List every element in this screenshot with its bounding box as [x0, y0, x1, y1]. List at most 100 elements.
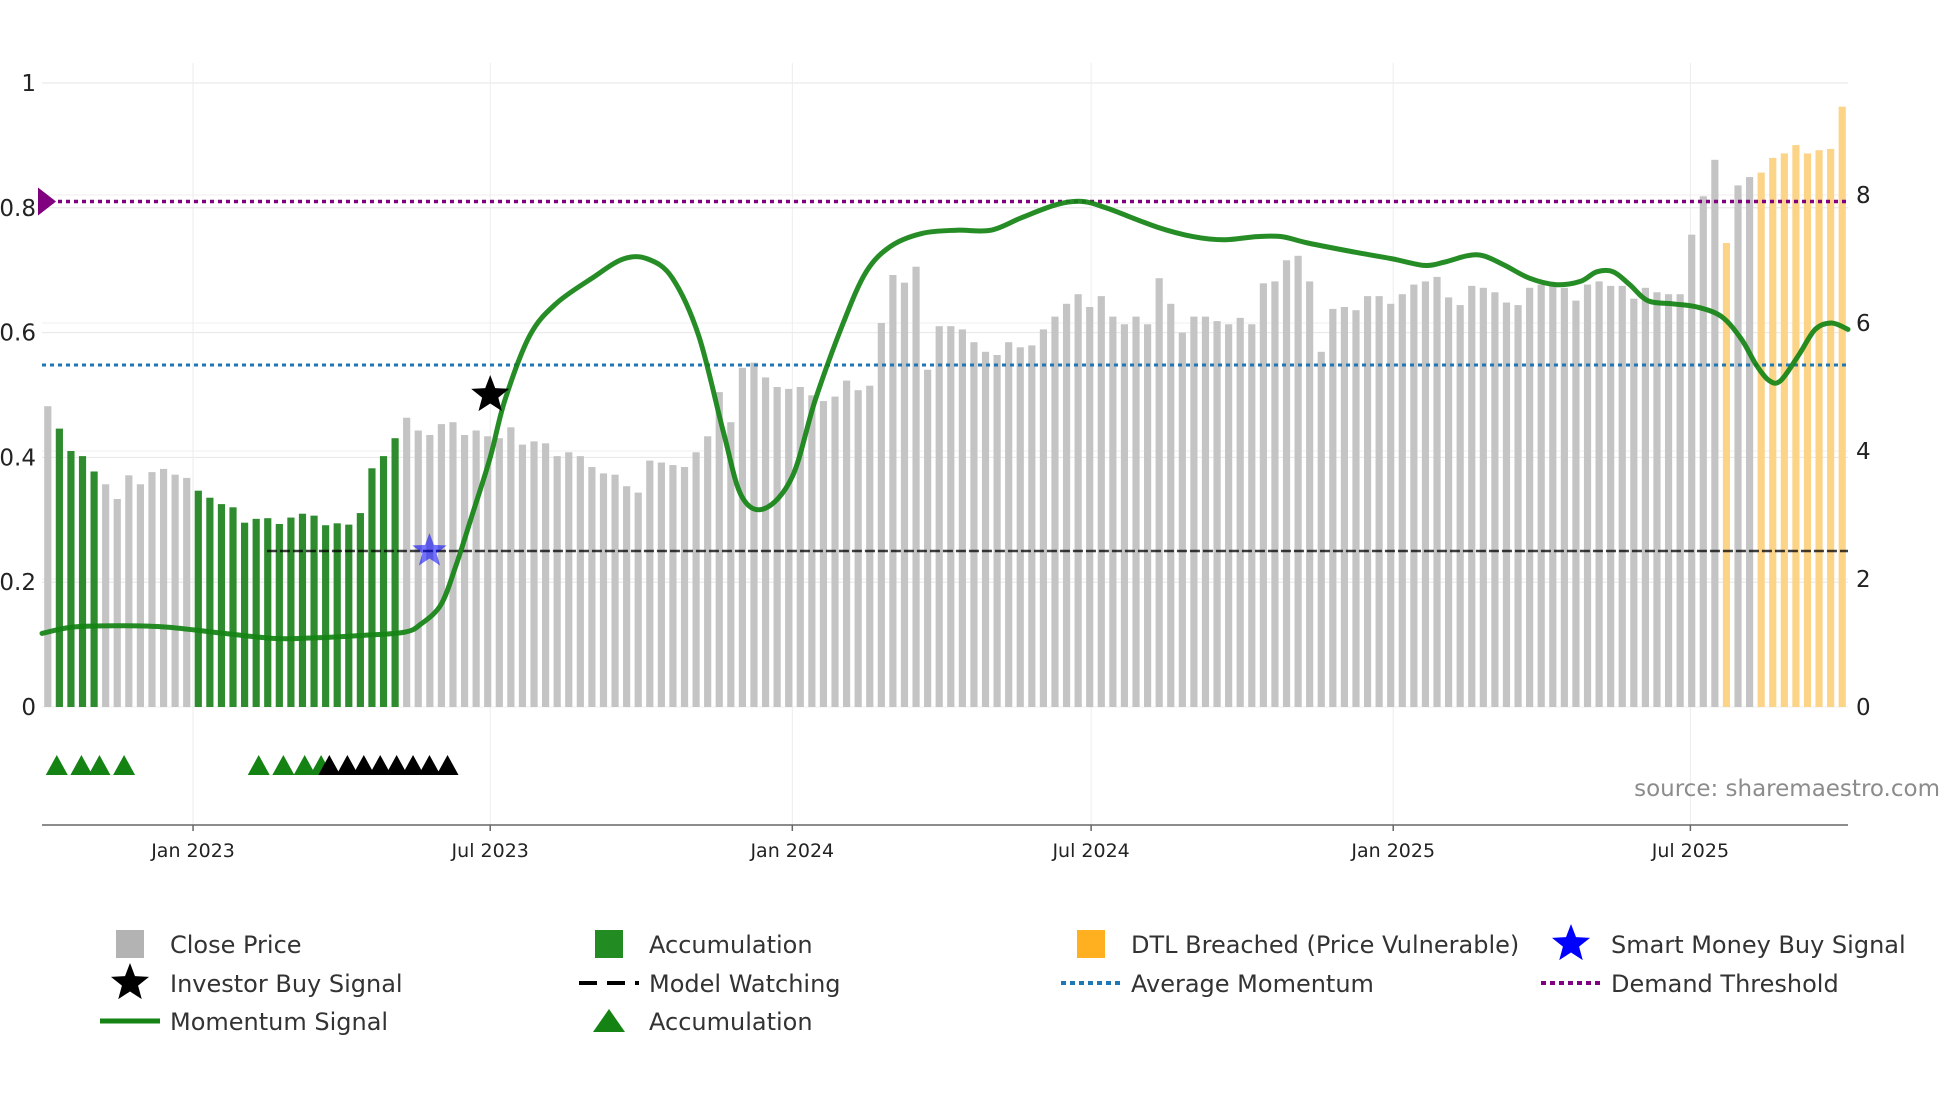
close-price-bar [1387, 303, 1395, 707]
close-price-bar [1005, 342, 1013, 707]
close-price-bar [113, 499, 121, 707]
close-price-bar [843, 380, 851, 707]
close-price-bar [1086, 307, 1094, 707]
accumulation-bar [287, 517, 295, 707]
close-price-bar [171, 474, 179, 707]
close-price-bar [1560, 287, 1568, 707]
close-price-bar [727, 422, 735, 707]
legend-item: DTL Breached (Price Vulnerable) [1077, 930, 1519, 959]
close-price-bar [912, 266, 920, 707]
close-price-bar [1028, 345, 1036, 707]
close-price-bar [1259, 283, 1267, 707]
x-tick-label: Jul 2024 [1051, 840, 1129, 862]
close-price-bar [1734, 185, 1742, 707]
legend-label: Accumulation [649, 931, 813, 959]
legend-swatch [1077, 930, 1105, 958]
close-price-bar [553, 456, 561, 707]
close-price-bar [542, 443, 550, 707]
legend-swatch [116, 930, 144, 958]
close-price-bars [44, 106, 1846, 708]
close-price-bar [148, 472, 156, 707]
close-price-bar [924, 369, 932, 707]
close-price-bar [1711, 159, 1719, 708]
close-price-bar [1282, 260, 1291, 707]
close-price-bar [125, 475, 133, 707]
left-y-tick-label: 0.6 [0, 321, 36, 347]
smart-money-buy-signal-marker [412, 533, 447, 566]
close-price-bar [1421, 281, 1430, 707]
close-price-bar [1653, 292, 1661, 707]
legend-label: Close Price [170, 931, 302, 959]
model-watching-triangle-marker [418, 755, 441, 775]
close-price-bar [576, 456, 584, 707]
close-price-bar [1248, 324, 1256, 707]
close-price-bar [1664, 294, 1673, 707]
close-price-bar [1352, 310, 1360, 707]
model-watching-triangle-marker [436, 755, 459, 775]
close-price-bar [1074, 294, 1082, 707]
close-price-bar [900, 282, 909, 707]
close-price-bar [611, 474, 619, 707]
close-price-bar [530, 441, 538, 707]
close-price-bar [1109, 316, 1117, 707]
right-y-tick-label: 6 [1856, 311, 1871, 337]
investor-buy-signal-marker [471, 375, 510, 412]
x-tick-label: Jul 2025 [1651, 840, 1729, 862]
legend-label: DTL Breached (Price Vulnerable) [1131, 931, 1519, 959]
close-price-bar [460, 435, 469, 707]
legend-label: Model Watching [649, 970, 841, 998]
legend-label: Demand Threshold [1611, 970, 1839, 998]
legend: Close Price Investor Buy Signal Momentum S… [100, 924, 1906, 1036]
close-price-bar [1340, 307, 1348, 707]
close-price-bar [970, 342, 978, 707]
close-price-bar [565, 452, 573, 707]
accumulation-bar [206, 497, 214, 707]
close-price-bar [484, 436, 492, 707]
close-price-bar [437, 424, 445, 707]
close-price-bar [1746, 177, 1754, 707]
left-y-tick-label: 1 [21, 71, 36, 97]
right-y-tick-label: 8 [1856, 183, 1871, 209]
close-price-bar [1572, 300, 1580, 707]
close-price-bar [1375, 296, 1383, 707]
legend-item: Momentum Signal [100, 1008, 388, 1036]
legend-item: Accumulation [595, 930, 813, 959]
accumulation-triangle-marker [45, 755, 68, 775]
accumulation-bar [298, 513, 307, 707]
close-price-bar [958, 329, 966, 707]
accumulation-bar [241, 522, 249, 707]
close-price-bar [889, 275, 897, 707]
accumulation-bar [368, 468, 376, 707]
close-price-bar [1699, 196, 1707, 707]
close-price-bar [669, 465, 677, 707]
dtl-breached-bar [1815, 150, 1823, 707]
model-watching-triangle-marker [402, 755, 425, 775]
dtl-breached-bar [1722, 243, 1731, 707]
right-y-tick-label: 4 [1856, 439, 1871, 465]
legend-item: Accumulation [593, 1008, 813, 1036]
x-tick-label: Jan 2024 [749, 840, 834, 862]
close-price-bar [1306, 281, 1314, 707]
close-price-bar [738, 367, 746, 707]
left-y-tick-label: 0.8 [0, 196, 36, 222]
close-price-bar [1271, 281, 1279, 707]
close-price-bar [159, 468, 168, 707]
dtl-breached-bar [1803, 153, 1812, 707]
momentum-signal-line [39, 198, 1851, 642]
close-price-bar [657, 462, 665, 707]
close-price-bar [507, 427, 515, 707]
close-price-bar [495, 438, 503, 707]
close-price-bar [1688, 234, 1696, 707]
close-price-bar [44, 406, 52, 707]
close-price-bar [796, 387, 804, 707]
legend-item: Average Momentum [1061, 970, 1374, 998]
close-price-bar [1294, 255, 1302, 708]
close-price-bar [1236, 317, 1244, 707]
close-price-bar [183, 477, 191, 707]
dtl-breached-bar [1769, 157, 1777, 707]
close-price-bar [634, 492, 642, 707]
accumulation-bar [391, 438, 399, 707]
close-price-bar [1479, 287, 1487, 707]
dtl-breached-bar [1780, 153, 1788, 707]
